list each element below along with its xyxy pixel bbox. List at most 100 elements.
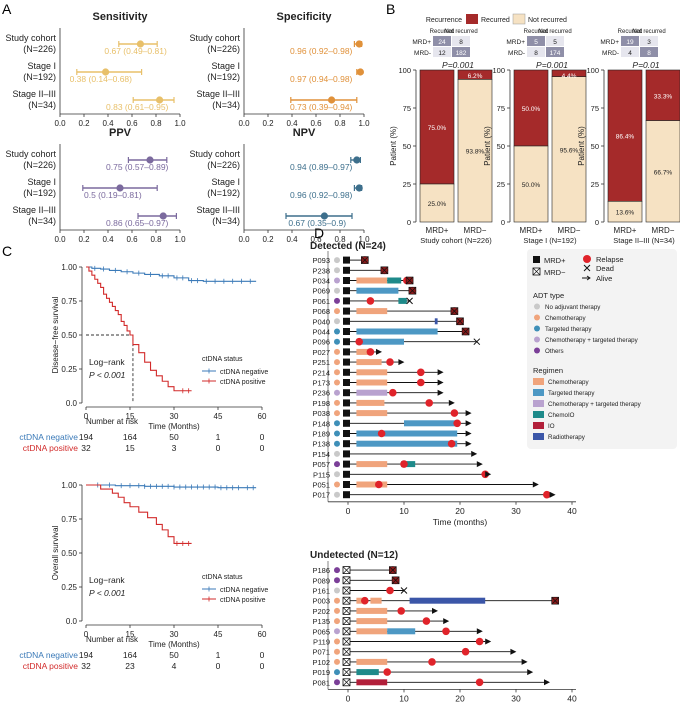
bar-y-tick-label: 100: [586, 66, 599, 75]
bar-label-recurred: 6.2%: [468, 73, 483, 80]
alive-arrow: [544, 679, 550, 686]
regimen-segment: [356, 379, 388, 386]
bar-y-tick-label: 75: [403, 104, 411, 113]
forest-estimate-label: 0.75 (0.57–0.89): [106, 162, 169, 172]
dead-marker-cross: [361, 256, 369, 264]
forest-estimate-label: 0.83 (0.61–0.95): [106, 102, 169, 112]
patient-id: P189: [312, 430, 330, 439]
legend-adt-label: Chemotherapy: [545, 315, 586, 322]
swimmer-row: P017: [312, 491, 556, 500]
table-cell-value: 19: [626, 39, 634, 46]
legend-reg-label: IO: [548, 423, 555, 430]
alive-arrow: [465, 440, 472, 447]
legend-reg-label: Chemotherapy: [548, 379, 589, 386]
forest-point: [102, 68, 110, 76]
swimmer-row: P069: [312, 286, 417, 296]
alive-arrow: [437, 369, 444, 376]
swimmer-row: P019: [312, 668, 534, 677]
mrd-neg-cross: [342, 627, 351, 636]
forest-title: Specificity: [276, 11, 332, 23]
relapse-dot: [417, 368, 425, 377]
legend-adt-label: No adjuvant therapy: [545, 304, 601, 311]
legend-label: Not recurred: [528, 17, 567, 24]
table-header: Recurred: [524, 29, 549, 35]
forest-point: [353, 156, 361, 164]
mrd-pos-square: [343, 430, 350, 437]
mrd-pos-square: [343, 491, 350, 499]
swimmer-x-tick-label: 0: [346, 506, 351, 516]
bar-y-label: Patient (%): [389, 126, 398, 166]
swimmer-row: P040: [312, 317, 464, 326]
swimmer-row: P027: [312, 348, 382, 357]
bar-label-not-recurred: 95.6%: [560, 147, 579, 154]
risk-table-value: 194: [79, 432, 93, 442]
forest-ppv: PPV 0.0 0.2 0.4 0.6 0.8 1.0 Study cohort(N=226)…: [5, 127, 186, 244]
patient-id: P154: [312, 450, 330, 459]
km-y-tick-label: 0.75: [61, 515, 77, 524]
forest-estimate-label: 0.73 (0.39–0.94): [290, 102, 353, 112]
swimmer-row: P236: [312, 388, 444, 398]
km-legend-title: ctDNA status: [202, 574, 243, 581]
bar-label-not-recurred: 50.0%: [522, 182, 541, 189]
swimmer-x-label: Time (months): [433, 517, 488, 527]
legend-swatch-recurred: [466, 14, 478, 24]
km-x-tick-label: 60: [258, 412, 267, 421]
swimmer-row: P065: [312, 627, 483, 636]
legend-alive: Alive: [596, 274, 612, 283]
regimen-segment: [356, 410, 388, 417]
adt-dot: [334, 338, 340, 345]
adt-dot: [334, 287, 340, 294]
regimen-segment: [356, 308, 388, 315]
patient-id: P089: [312, 576, 330, 585]
km-x-tick-label: 15: [126, 412, 135, 421]
table-cell-value: 24: [438, 39, 446, 46]
patient-id: P019: [312, 668, 330, 677]
table-cell-value: 5: [534, 39, 538, 46]
km-legend-label: ctDNA negative: [220, 587, 268, 594]
relapse-dot: [475, 637, 484, 646]
adt-dot: [334, 297, 340, 304]
table-header: Not recurred: [632, 29, 665, 35]
relapse-dot: [389, 388, 397, 397]
forest-title: Sensitivity: [92, 11, 148, 23]
forest-row-n: (N=34): [28, 100, 56, 110]
legend-adt-dot: [534, 303, 540, 310]
forest-tick-label: 0.0: [54, 119, 66, 128]
forest-point: [136, 40, 144, 48]
table-cell: [546, 47, 564, 57]
forest-row-label: Study cohort: [189, 33, 240, 43]
swimmer-row: P186: [312, 566, 397, 575]
panel-a-forest-plots: Sensitivity 0.0 0.2 0.4 0.6 0.8 1.0 Study cohor…: [5, 11, 370, 244]
legend-mrd-pos: MRD+: [544, 256, 566, 265]
bar-group-label: Stage II–III (N=34): [613, 236, 675, 245]
regimen-segment: [356, 389, 388, 396]
risk-table-row-name: ctDNA positive: [23, 661, 79, 671]
bar-label-not-recurred: 13.6%: [616, 210, 635, 217]
adt-dot: [334, 597, 340, 604]
patient-id: P161: [312, 587, 330, 596]
alive-arrow: [510, 648, 517, 655]
adt-dot: [334, 430, 340, 437]
regimen-segment: [356, 658, 388, 665]
bar-y-tick-label: 100: [492, 66, 505, 75]
forest-tick-label: 1.0: [358, 235, 370, 244]
bar-label-recurred: 75.0%: [428, 125, 447, 132]
patient-id: P017: [312, 491, 330, 500]
dead-marker-cross: [408, 286, 417, 295]
forest-point: [328, 96, 336, 104]
forest-point: [355, 40, 363, 48]
legend-label: Recurred: [481, 17, 510, 24]
forest-tick-label: 0.2: [78, 235, 90, 244]
bar-x-label: MRD+: [614, 226, 637, 235]
km-y-label: Disease−free survival: [51, 296, 60, 373]
table-row-label: MRD-: [602, 50, 619, 57]
risk-table-value: 194: [79, 650, 93, 660]
forest-row-label: Stage I: [211, 61, 240, 71]
table-cell-value: 182: [456, 50, 467, 57]
relapse-dot: [386, 358, 394, 366]
forest-title: PPV: [109, 127, 132, 139]
bar-label-recurred: 86.4%: [616, 134, 635, 141]
regimen-segment: [356, 359, 382, 366]
risk-table-value: 4: [172, 661, 177, 671]
